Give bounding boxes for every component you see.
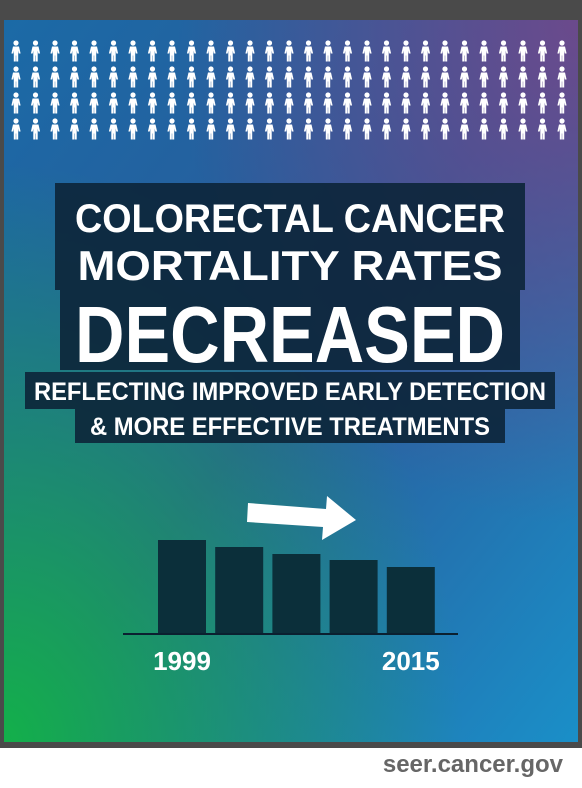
title-box	[55, 183, 525, 290]
footer-url: seer.cancer.gov	[383, 751, 564, 778]
headline-box	[60, 290, 520, 370]
bar	[386, 567, 435, 633]
bar	[215, 547, 264, 633]
bar	[158, 540, 206, 633]
bar	[329, 560, 378, 633]
subtitle-line: & MORE EFFECTIVE TREATMENTS	[90, 413, 490, 441]
x-tick-label: 1999	[153, 646, 211, 676]
bar	[272, 554, 321, 633]
headline: DECREASED	[75, 290, 505, 379]
trend-arrow	[247, 496, 356, 540]
subtitle-box	[25, 372, 555, 409]
bar-chart: 1999 2015	[153, 540, 440, 676]
title-line: MORTALITY RATES	[78, 242, 503, 289]
title-line: COLORECTAL CANCER	[75, 197, 505, 241]
subtitle-line: REFLECTING IMPROVED EARLY DETECTION	[34, 378, 546, 406]
x-tick-label: 2015	[382, 646, 440, 676]
subtitle-box	[75, 409, 505, 443]
